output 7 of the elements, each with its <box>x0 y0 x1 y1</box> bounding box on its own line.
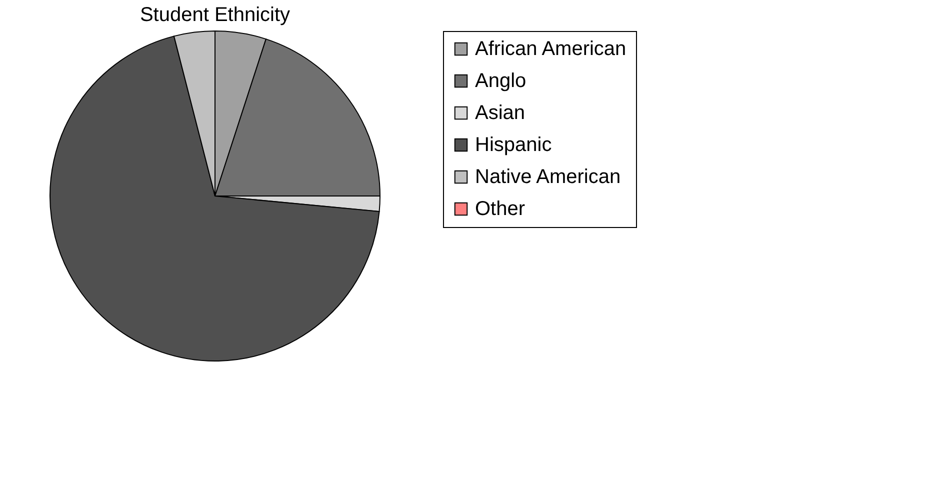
legend-label: Other <box>475 198 526 220</box>
legend-label: Asian <box>475 102 526 124</box>
legend-label: Anglo <box>475 70 526 92</box>
legend-label: Native American <box>475 166 621 188</box>
chart-title: Student Ethnicity <box>140 4 290 26</box>
legend-label: African American <box>475 38 626 60</box>
legend-label: Hispanic <box>475 134 552 156</box>
